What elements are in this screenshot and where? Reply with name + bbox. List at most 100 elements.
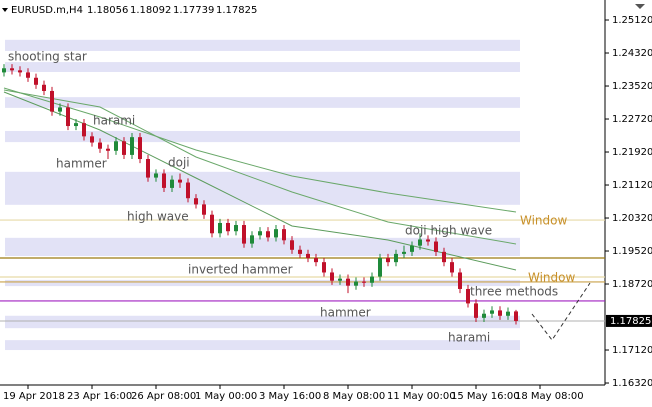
quote-low: 1.17739 (173, 5, 214, 16)
zone (5, 130, 520, 143)
candle-body (170, 179, 174, 188)
quote-open: 1.18056 (87, 5, 128, 16)
candle-body (274, 229, 278, 238)
zone (5, 237, 520, 256)
y-tick-label: 1.21920 (612, 147, 652, 158)
candle-body (490, 310, 494, 314)
candle-body (10, 68, 14, 71)
candle-body (514, 311, 518, 321)
annotation: three methods (470, 285, 558, 299)
candle-body (242, 225, 246, 244)
y-tick-label: 1.20320 (612, 213, 652, 224)
candle-body (114, 141, 118, 151)
candle-body (474, 303, 478, 318)
candle-body (50, 90, 54, 112)
moving-average (3, 89, 517, 245)
x-tick-label: 11 May 00:00 (387, 391, 456, 402)
moving-average (3, 87, 517, 213)
candle-body (498, 310, 502, 316)
plot (0, 39, 605, 351)
candle-body (506, 311, 510, 316)
candle-body (2, 68, 6, 73)
candle-body (34, 77, 38, 85)
candle-body (282, 229, 286, 241)
candle-body (122, 141, 126, 155)
candle-body (394, 253, 398, 263)
y-tick-label: 1.23520 (612, 81, 652, 92)
candle-body (66, 107, 70, 127)
candle-body (130, 137, 134, 155)
candle-body (266, 231, 270, 238)
candle-body (466, 288, 470, 304)
y-tick-label: 1.17120 (612, 345, 652, 356)
candle-body (362, 281, 366, 283)
candle-body (482, 313, 486, 318)
candle-body (250, 235, 254, 244)
candle-body (314, 258, 318, 263)
candle-body (18, 70, 22, 73)
x-tick-label: 1 May 00:00 (195, 391, 257, 402)
candle-body (442, 251, 446, 263)
corner-arrow (635, 4, 645, 9)
y-tick-label: 1.18720 (612, 279, 652, 290)
zone (5, 279, 520, 287)
y-tick-label: 1.22720 (612, 114, 652, 125)
annotation: shooting star (8, 50, 87, 64)
price-tag-label: 1.17825 (610, 316, 651, 327)
annotation: Window (520, 214, 568, 228)
candle-body (346, 278, 350, 286)
candle-body (210, 214, 214, 234)
candle-body (234, 225, 238, 232)
annotation: doji high wave (405, 224, 492, 238)
candle-body (458, 272, 462, 289)
candle-body (42, 84, 46, 91)
zone (5, 62, 520, 72)
zone (5, 340, 520, 351)
candle-body (218, 222, 222, 234)
candle-body (330, 272, 334, 281)
candle-body (202, 204, 206, 215)
quote-close: 1.17825 (216, 5, 257, 16)
quote-high: 1.18092 (130, 5, 171, 16)
candle-body (146, 159, 150, 178)
y-tick-label: 1.25120 (612, 15, 652, 26)
candle-body (298, 249, 302, 254)
candle-body (338, 278, 342, 281)
candle-body (258, 231, 262, 236)
candle-body (162, 173, 166, 188)
candle-body (418, 239, 422, 246)
candle-body (154, 173, 158, 178)
x-tick-label: 15 May 16:00 (451, 391, 520, 402)
price-tag (606, 314, 652, 327)
symbol: EURUSD.m,H4 (11, 5, 83, 16)
candle-body (58, 107, 62, 112)
candle-body (26, 72, 30, 78)
zone (5, 315, 520, 329)
zone (5, 39, 520, 51)
candle-body (354, 281, 358, 286)
x-tick-label: 8 May 08:00 (323, 391, 385, 402)
x-tick-label: 19 Apr 2018 (3, 391, 65, 402)
candle-body (402, 251, 406, 254)
annotation: hammer (320, 306, 371, 320)
candle-body (98, 142, 102, 149)
candle-body (90, 136, 94, 143)
candle-body (106, 148, 110, 151)
y-tick-label: 1.19520 (612, 246, 652, 257)
candle-body (370, 276, 374, 283)
candle-body (378, 258, 382, 277)
candle-body (74, 123, 78, 127)
projection (531, 282, 591, 341)
candle-body (178, 179, 182, 183)
candle-body (186, 182, 190, 199)
candle-body (426, 239, 430, 242)
annotation: high wave (127, 210, 189, 224)
x-tick-label: 18 May 08:00 (515, 391, 584, 402)
annotation: harami (448, 331, 490, 345)
candle-body (138, 137, 142, 160)
candle-body (434, 241, 438, 252)
annotation: Window (528, 271, 576, 285)
annotation: harami (93, 114, 135, 128)
candle-body (386, 258, 390, 263)
